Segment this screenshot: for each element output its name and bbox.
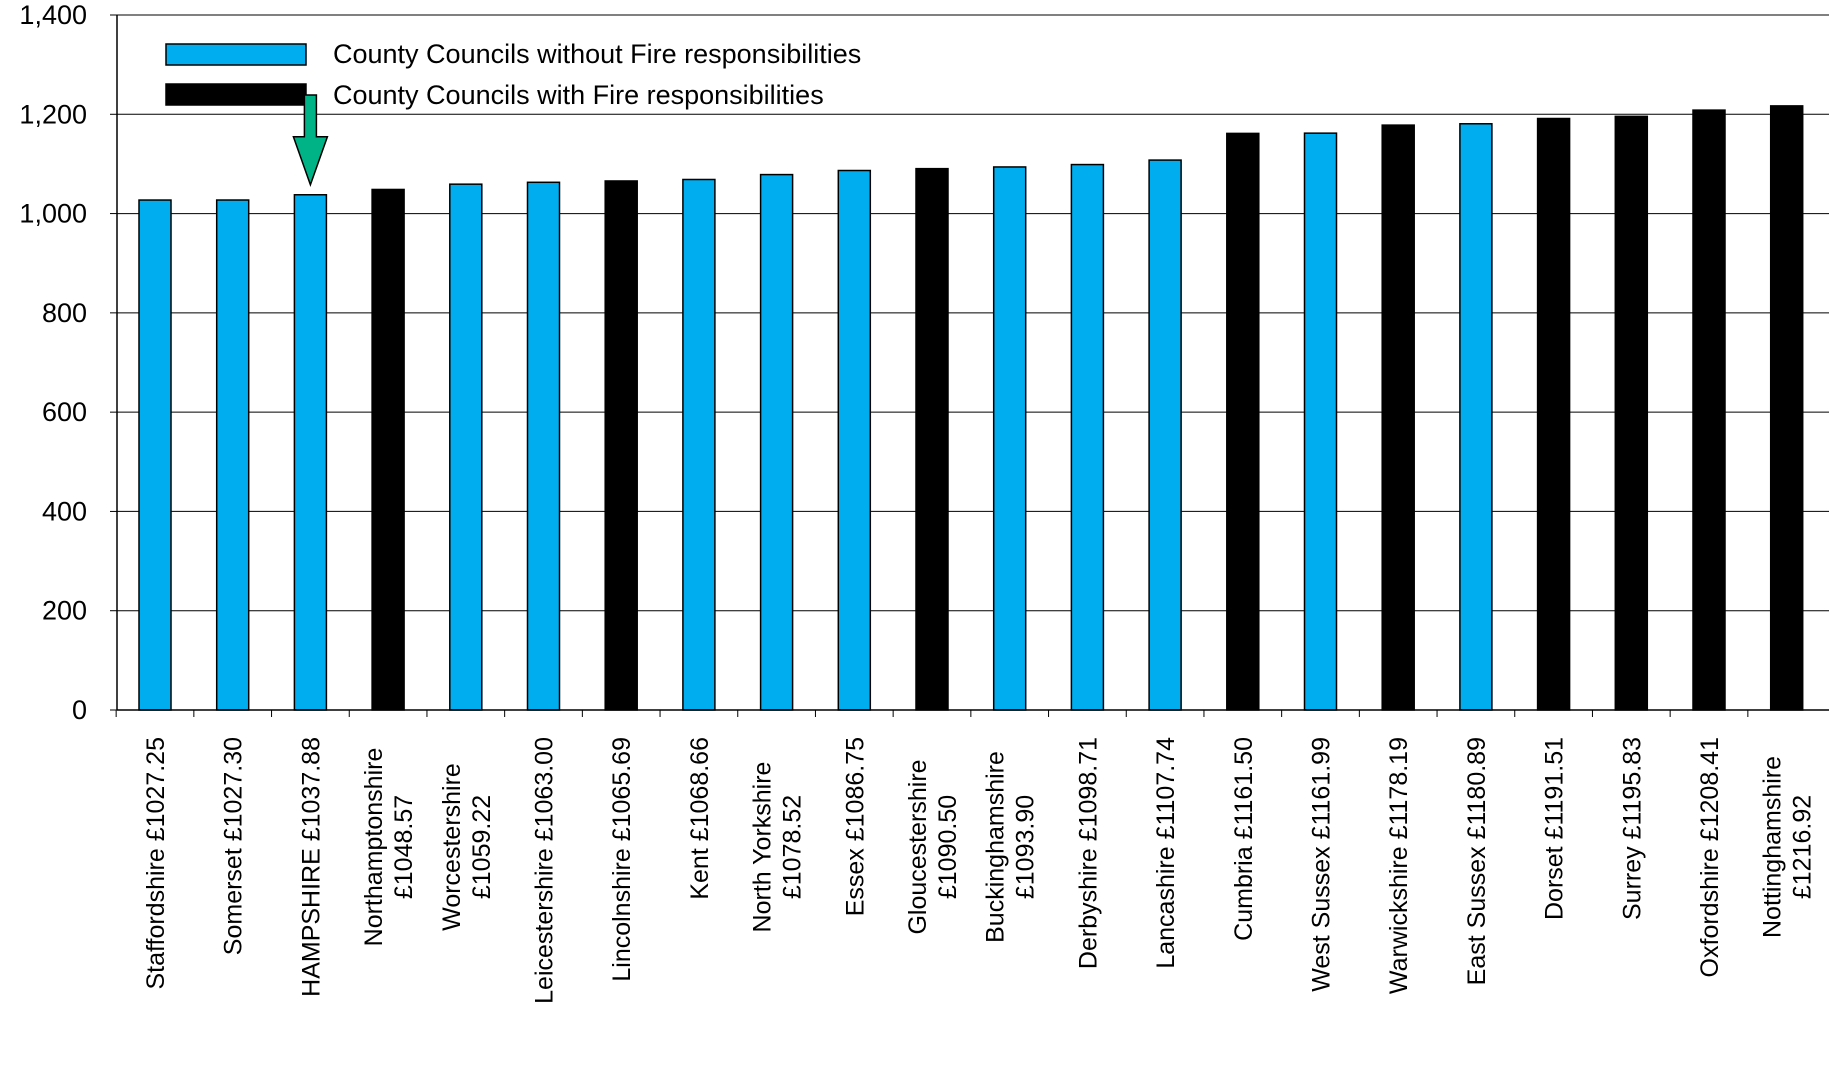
x-tick-label: Nottinghamshire£1216.92 — [1759, 756, 1817, 938]
legend-swatch-without-fire — [165, 43, 307, 66]
y-tick-label: 1,400 — [19, 0, 87, 30]
x-tick-label: Lincolnshire £1065.69 — [608, 737, 636, 982]
y-axis-ticks: 0 200 400 600 800 1,000 1,200 1,400 — [19, 0, 117, 725]
y-tick-label: 200 — [42, 596, 87, 626]
x-tick-label: Leicestershire £1063.00 — [531, 737, 559, 1004]
highlight-arrow-shape — [292, 94, 329, 188]
x-tick-label: Northamptonshire£1048.57 — [360, 748, 418, 947]
legend-label-without-fire: County Councils without Fire responsibil… — [333, 39, 861, 69]
legend: County Councils without Fire responsibil… — [165, 39, 861, 110]
x-tick-label: Buckinghamshire£1093.90 — [982, 751, 1040, 943]
x-tick-label: Derbyshire £1098.71 — [1074, 737, 1102, 969]
x-tick-label: Worcestershire£1059.22 — [438, 763, 496, 931]
y-tick-label: 1,200 — [19, 99, 87, 129]
x-axis-labels: Staffordshire £1027.25 Somerset £1027.30 H… — [142, 737, 1817, 1004]
x-tick-label: Warwickshire £1178.19 — [1385, 737, 1413, 994]
x-tick-label: Somerset £1027.30 — [220, 737, 248, 955]
bar — [1226, 132, 1260, 711]
highlight-arrow-icon — [292, 94, 329, 188]
bar — [1536, 117, 1571, 711]
bar — [759, 173, 794, 711]
x-tick-label: Lancashire £1107.74 — [1152, 737, 1180, 969]
legend-swatch-with-fire — [165, 83, 307, 106]
x-tick-label: Kent £1068.66 — [686, 737, 714, 900]
bar — [1769, 105, 1804, 711]
bar — [449, 183, 483, 711]
bar — [1459, 123, 1493, 711]
x-tick-label: HAMPSHIRE £1037.88 — [297, 737, 325, 997]
x-tick-label: Cumbria £1161.50 — [1230, 737, 1258, 941]
x-tick-label: Surrey £1195.83 — [1618, 737, 1646, 920]
bar — [293, 194, 328, 711]
x-tick-label: North Yorkshire£1078.52 — [749, 762, 807, 933]
bar — [215, 199, 250, 711]
bar — [915, 167, 949, 711]
bar — [138, 199, 172, 711]
bar — [992, 166, 1027, 711]
bar — [1070, 163, 1105, 711]
y-tick-label: 400 — [42, 496, 87, 526]
bar — [526, 181, 561, 711]
bar — [837, 169, 872, 711]
bar — [1692, 109, 1726, 711]
bar — [1303, 132, 1338, 711]
y-tick-label: 800 — [42, 298, 87, 328]
x-tick-label: Gloucestershire£1090.50 — [904, 759, 962, 934]
bar — [1614, 115, 1649, 711]
bar — [604, 180, 638, 711]
x-tick-label: Staffordshire £1027.25 — [142, 737, 170, 990]
legend-label-with-fire: County Councils with Fire responsibiliti… — [333, 80, 824, 110]
bars — [138, 105, 1804, 711]
bar — [1381, 124, 1415, 711]
x-tick-label: Oxfordshire £1208.41 — [1696, 737, 1724, 977]
bar — [371, 188, 405, 711]
x-tick-label: Dorset £1191.51 — [1541, 737, 1569, 920]
x-tick-label: West Sussex £1161.99 — [1308, 737, 1336, 992]
y-tick-label: 600 — [42, 397, 87, 427]
bar — [1148, 159, 1182, 711]
x-tick-label: East Sussex £1180.89 — [1463, 737, 1491, 985]
y-tick-label: 0 — [72, 695, 87, 725]
axes — [115, 15, 1829, 717]
y-tick-label: 1,000 — [19, 199, 87, 229]
x-tick-label: Essex £1086.75 — [841, 737, 869, 916]
bar — [682, 178, 716, 711]
